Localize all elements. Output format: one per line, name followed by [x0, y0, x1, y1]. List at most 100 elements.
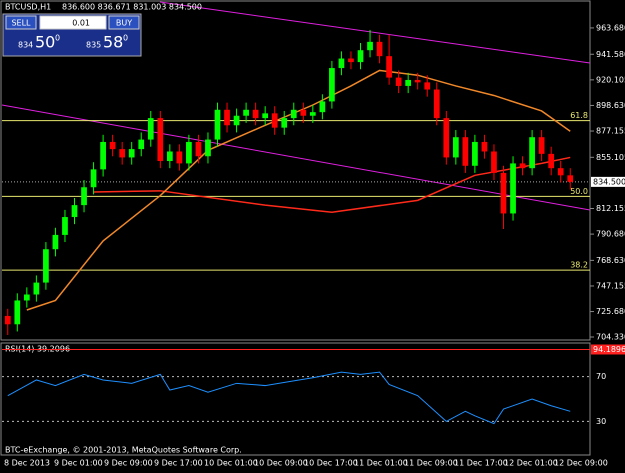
ask-small: 835 [86, 41, 101, 50]
candle-body [128, 149, 135, 158]
candle-body [176, 151, 183, 164]
candle-body [548, 153, 555, 169]
candle-body [138, 139, 145, 150]
price-panel [0, 0, 591, 341]
candle-body [567, 175, 574, 182]
bid-big: 50 [35, 33, 55, 52]
bid-sup: 0 [55, 34, 60, 43]
candle-body [290, 109, 297, 119]
x-tick-label: 9 Dec 09:00 [104, 459, 153, 468]
rsi-panel [0, 342, 591, 456]
candle-body [491, 151, 497, 173]
candle-body [147, 118, 154, 140]
candle-body [281, 118, 288, 128]
rsi-level-box [591, 344, 625, 355]
candle-body [23, 294, 30, 301]
x-tick-label: 10 Dec 01:00 [204, 459, 258, 468]
candle-body [395, 77, 402, 86]
last-price-box [591, 176, 625, 187]
candle-body [224, 109, 230, 126]
candle-body [433, 89, 440, 119]
candle-body [243, 109, 249, 116]
x-tick-label: 10 Dec 17:00 [304, 459, 358, 468]
candle-body [205, 139, 211, 157]
trend-line [1, 104, 591, 211]
candle-body [319, 101, 326, 113]
candle-body [81, 187, 87, 206]
rsi-level-label: 94.1896 [593, 345, 625, 354]
buy-button[interactable] [108, 15, 140, 30]
candle-body [357, 50, 364, 63]
candle-body [538, 137, 545, 154]
candle-body [386, 56, 392, 78]
candle-body [157, 118, 164, 162]
candle-body [405, 79, 412, 86]
sell-label: SELL [11, 19, 31, 28]
y-tick-label: 877.155 [596, 127, 625, 136]
candle-body [119, 149, 126, 158]
x-tick-label: 9 Dec 01:00 [54, 459, 103, 468]
ask-big: 58 [103, 33, 123, 52]
y-tick-label: 30 [596, 417, 606, 426]
bid-small: 834 [18, 41, 33, 50]
x-tick-label: 11 Dec 01:00 [354, 459, 408, 468]
fib-label: 50.0 [570, 187, 588, 196]
trade-panel: SELL 0.01 BUY 834 50 0 835 58 0 [2, 13, 142, 57]
x-tick-label: 12 Dec 09:00 [554, 459, 608, 468]
candle-body [309, 112, 316, 116]
candle-body [510, 163, 516, 214]
candle-body [52, 234, 59, 250]
candle-body [424, 82, 431, 90]
candle-body [452, 137, 459, 158]
x-tick-label: 8 Dec 2013 [4, 459, 50, 468]
candle-body [33, 282, 40, 295]
candle-body [14, 300, 21, 325]
fib-label: 61.8 [570, 111, 588, 120]
candle-body [100, 141, 106, 170]
candle-body [186, 141, 192, 164]
lot-value: 0.01 [72, 19, 90, 28]
candle-body [367, 41, 373, 51]
sell-button[interactable] [5, 15, 37, 30]
candle-body [348, 58, 354, 63]
candle-body [4, 315, 11, 325]
y-tick-label: 725.680 [596, 307, 625, 316]
y-tick-label: 855.105 [596, 153, 625, 162]
candle-body [519, 163, 526, 169]
candle-body [529, 137, 535, 169]
candle-body [329, 68, 335, 102]
candle-body [414, 79, 421, 83]
y-tick-label: 898.630 [596, 101, 625, 110]
candle-body [472, 141, 478, 166]
buy-label: BUY [116, 19, 132, 28]
last-price-label: 834.500 [593, 177, 625, 186]
y-tick-label: 920.105 [596, 75, 625, 84]
candle-body [443, 118, 450, 158]
y-tick-label: 768.630 [596, 256, 625, 265]
quote: 836.600 836.671 831.003 834.500 [62, 3, 202, 12]
candle-body [90, 169, 97, 188]
candle-body [109, 141, 116, 150]
candle-body [338, 58, 345, 69]
candle-body [500, 172, 507, 214]
y-tick-label: 70 [596, 372, 606, 381]
ask-sup: 0 [123, 34, 128, 43]
candle-body [71, 205, 78, 218]
candle-body [195, 141, 202, 157]
fib-label: 38.2 [570, 261, 588, 270]
y-tick-label: 704.330 [596, 333, 625, 342]
trend-line [159, 1, 591, 64]
candle-body [557, 168, 564, 176]
candle-body [300, 109, 307, 116]
x-tick-label: 10 Dec 09:00 [254, 459, 308, 468]
lot-input[interactable] [39, 15, 107, 30]
y-tick-label: 963.680 [596, 23, 625, 32]
candle-body [43, 249, 49, 283]
x-tick-label: 9 Dec 17:00 [154, 459, 203, 468]
y-tick-label: 941.580 [596, 50, 625, 59]
candle-body [376, 41, 383, 57]
y-tick-label: 790.680 [596, 230, 625, 239]
candle-body [481, 141, 488, 152]
